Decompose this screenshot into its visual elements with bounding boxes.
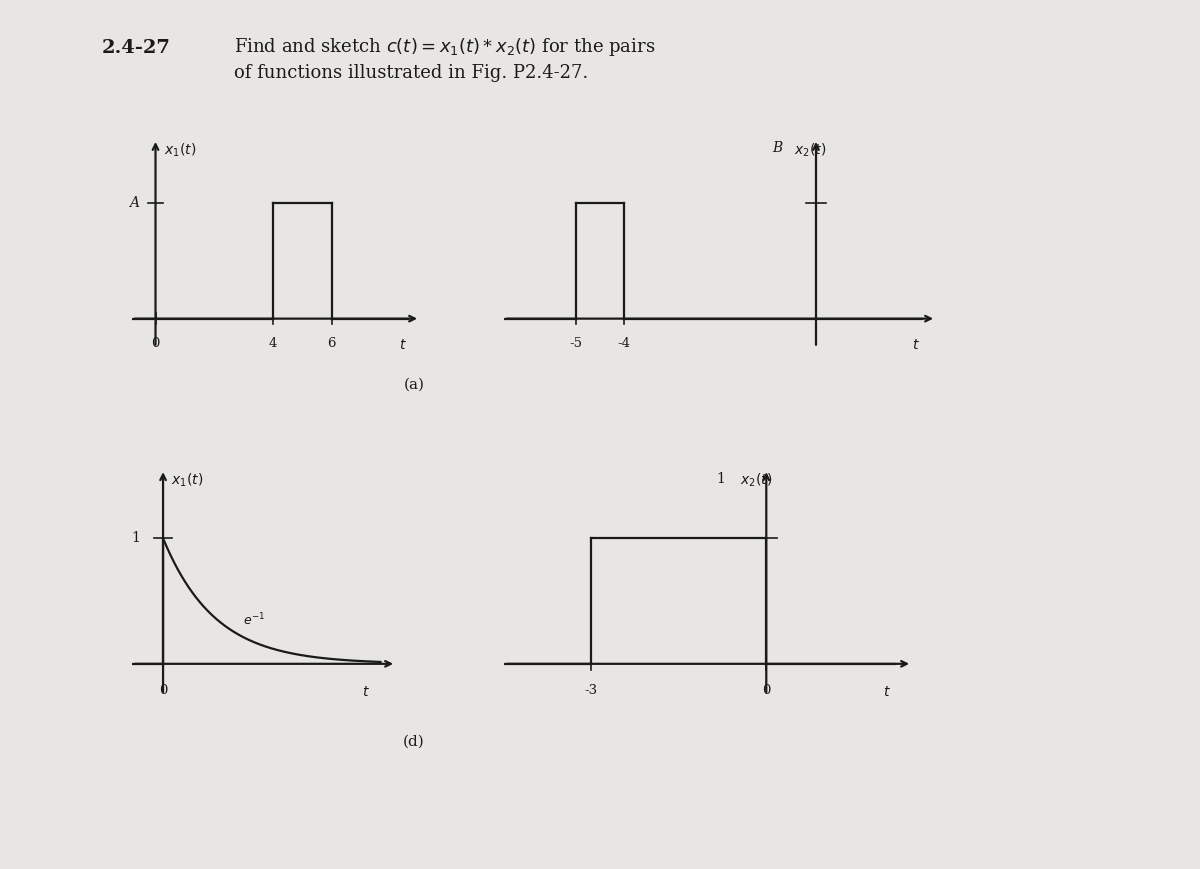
Text: $t$: $t$ bbox=[362, 685, 371, 700]
Text: of functions illustrated in Fig. P2.4-27.: of functions illustrated in Fig. P2.4-27… bbox=[234, 64, 588, 83]
Text: $e^{-1}$: $e^{-1}$ bbox=[244, 612, 265, 628]
Text: -4: -4 bbox=[618, 337, 630, 350]
Text: 1: 1 bbox=[131, 531, 139, 545]
Text: $x_1(t)$: $x_1(t)$ bbox=[164, 142, 197, 159]
Text: 6: 6 bbox=[328, 337, 336, 350]
Text: 0: 0 bbox=[158, 684, 167, 697]
Text: Find and sketch $c(t) = x_1(t) * x_2(t)$ for the pairs: Find and sketch $c(t) = x_1(t) * x_2(t)$… bbox=[234, 36, 655, 58]
Text: 4: 4 bbox=[269, 337, 277, 350]
Text: (a): (a) bbox=[403, 378, 425, 392]
Text: 0: 0 bbox=[762, 684, 770, 697]
Text: (d): (d) bbox=[403, 734, 425, 748]
Text: $x_2(t)$: $x_2(t)$ bbox=[794, 142, 827, 159]
Text: 2.4-27: 2.4-27 bbox=[102, 39, 170, 57]
Text: 1: 1 bbox=[716, 472, 726, 486]
Text: $x_2(t)$: $x_2(t)$ bbox=[740, 472, 773, 489]
Text: 0: 0 bbox=[151, 337, 160, 350]
Text: $t$: $t$ bbox=[400, 338, 407, 352]
Text: -5: -5 bbox=[570, 337, 582, 350]
Text: A: A bbox=[130, 196, 139, 209]
Text: -3: -3 bbox=[584, 684, 598, 697]
Text: $t$: $t$ bbox=[912, 338, 920, 352]
Text: B: B bbox=[772, 142, 782, 156]
Text: $x_1(t)$: $x_1(t)$ bbox=[170, 472, 203, 489]
Text: $t$: $t$ bbox=[883, 685, 890, 700]
